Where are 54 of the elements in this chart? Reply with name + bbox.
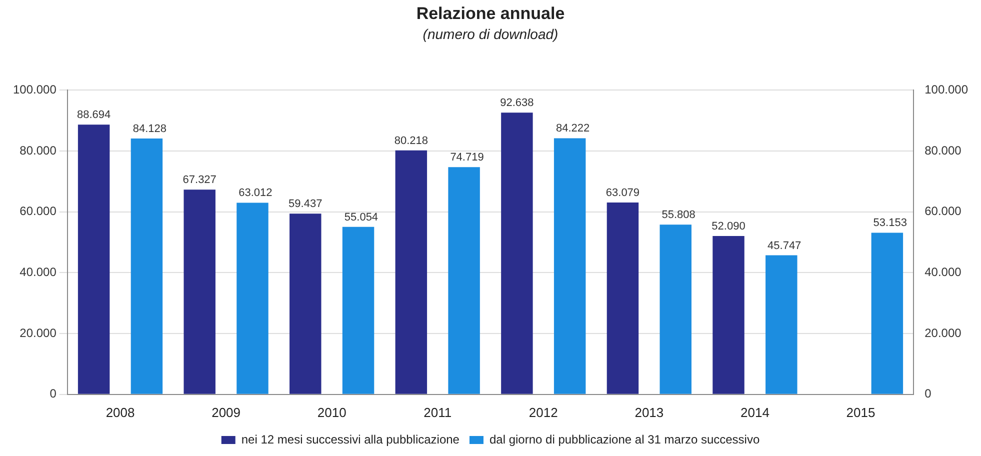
data-label: 45.747 <box>768 240 802 252</box>
bar <box>660 224 692 394</box>
legend-label: nei 12 mesi successivi alla pubblicazione <box>241 432 460 446</box>
data-label: 74.719 <box>450 152 484 164</box>
data-label: 63.079 <box>606 187 640 200</box>
y-tick-label: 80.000 <box>20 143 57 158</box>
chart-subtitle: (numero di download) <box>422 26 560 42</box>
data-label: 63.012 <box>238 187 272 200</box>
data-label: 92.638 <box>500 97 534 110</box>
data-label: 80.218 <box>394 134 428 147</box>
bar <box>766 255 798 394</box>
bar <box>236 202 268 394</box>
y2-tick-label: 60.000 <box>924 204 962 218</box>
y2-tick-label: 0 <box>924 386 932 401</box>
y-tick-label: 0 <box>50 386 57 401</box>
x-tick-label: 2014 <box>740 404 770 420</box>
y-tick-label: 20.000 <box>20 326 57 340</box>
y-tick-label: 40.000 <box>20 265 57 280</box>
data-label: 55.054 <box>344 211 378 224</box>
bar <box>395 150 428 394</box>
x-tick-label: 2009 <box>212 404 241 420</box>
x-tick-label: 2015 <box>846 404 876 420</box>
y-tick-label: 100.000 <box>12 82 57 97</box>
y2-tick-label: 20.000 <box>924 326 962 340</box>
data-label: 88.694 <box>76 109 111 122</box>
bar <box>712 236 744 394</box>
y2-tick-label: 40.000 <box>924 265 962 280</box>
bar <box>290 214 322 394</box>
legend-label: dal giorno di pubblicazione al 31 marzo successivo <box>489 432 760 446</box>
data-label: 84.128 <box>132 123 166 136</box>
bar <box>78 124 110 394</box>
bar <box>130 138 163 394</box>
data-label: 67.327 <box>182 174 216 186</box>
bar <box>554 138 586 394</box>
data-label: 84.222 <box>556 122 590 135</box>
x-tick-label: 2008 <box>106 404 135 420</box>
x-tick-label: 2013 <box>634 404 664 420</box>
data-label: 52.090 <box>712 220 746 232</box>
x-tick-label: 2011 <box>424 404 452 420</box>
chart-title: Relazione annuale <box>415 4 566 24</box>
bar <box>342 226 374 394</box>
x-tick-label: 2012 <box>528 404 558 420</box>
bar <box>448 167 480 394</box>
y2-tick-label: 100.000 <box>924 82 968 97</box>
y-tick-label: 60.000 <box>20 204 57 218</box>
bar <box>606 202 639 394</box>
bar <box>871 232 904 394</box>
bar <box>184 190 216 394</box>
x-tick-label: 2010 <box>317 404 346 420</box>
y2-tick-label: 80.000 <box>924 143 962 158</box>
data-label: 59.437 <box>288 198 322 210</box>
data-label: 55.808 <box>662 209 696 222</box>
data-label: 53.153 <box>873 217 907 230</box>
bar <box>501 112 533 394</box>
